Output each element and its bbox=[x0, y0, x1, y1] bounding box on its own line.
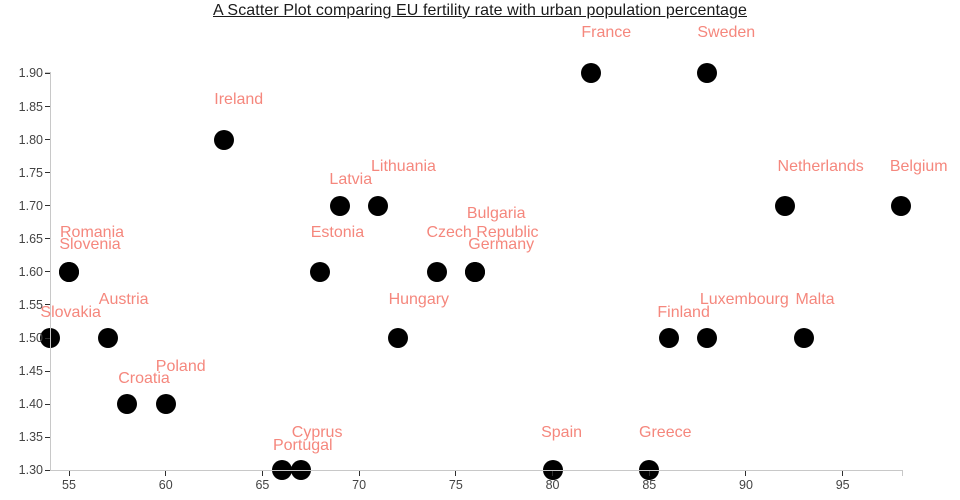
country-label: Luxembourg bbox=[699, 291, 789, 309]
data-point bbox=[697, 63, 718, 84]
data-point bbox=[213, 129, 234, 150]
x-tick-label: 85 bbox=[642, 477, 657, 492]
country-label: Spain bbox=[541, 424, 583, 442]
country-label: Ireland bbox=[214, 90, 264, 108]
x-tick-label: 60 bbox=[158, 477, 173, 492]
y-axis-end-cap bbox=[45, 71, 50, 73]
country-label: Slovenia bbox=[59, 235, 121, 253]
x-tick-label: 80 bbox=[545, 477, 560, 492]
data-point bbox=[890, 195, 911, 216]
y-tick bbox=[45, 337, 50, 339]
country-label: Latvia bbox=[329, 170, 373, 188]
country-label: Croatia bbox=[118, 370, 170, 388]
y-tick-label: 1.40 bbox=[18, 397, 43, 412]
data-point bbox=[794, 328, 814, 349]
y-tick bbox=[45, 139, 50, 141]
country-label: Cyprus bbox=[291, 424, 343, 442]
x-tick bbox=[552, 470, 554, 476]
y-tick-label: 1.65 bbox=[18, 231, 43, 246]
country-label: France bbox=[581, 24, 632, 42]
data-point bbox=[329, 195, 350, 216]
data-point bbox=[59, 261, 79, 282]
y-tick-label: 1.30 bbox=[18, 463, 43, 478]
chart-title: A Scatter Plot comparing EU fertility ra… bbox=[212, 2, 747, 19]
y-tick bbox=[45, 238, 50, 240]
data-point bbox=[368, 195, 389, 216]
y-axis-line bbox=[49, 71, 51, 471]
data-point bbox=[581, 63, 602, 84]
country-label: Netherlands bbox=[777, 157, 864, 175]
x-tick-label: 75 bbox=[448, 477, 463, 492]
y-tick bbox=[45, 271, 50, 273]
country-label: Greece bbox=[639, 424, 692, 442]
data-point bbox=[697, 328, 718, 349]
data-point bbox=[117, 394, 138, 415]
country-label: Bulgaria bbox=[466, 204, 526, 222]
x-tick bbox=[455, 470, 457, 476]
y-tick-label: 1.85 bbox=[18, 99, 43, 114]
country-label: Slovakia bbox=[40, 304, 101, 322]
country-label: Belgium bbox=[889, 157, 948, 175]
x-tick bbox=[842, 470, 844, 476]
x-tick-label: 90 bbox=[739, 477, 753, 492]
y-tick bbox=[45, 106, 50, 108]
x-axis-end-cap bbox=[902, 470, 903, 476]
country-label: Lithuania bbox=[370, 157, 436, 175]
y-tick-label: 1.80 bbox=[18, 132, 43, 147]
y-tick bbox=[45, 304, 50, 306]
country-label: Sweden bbox=[697, 24, 756, 42]
y-tick bbox=[45, 436, 50, 438]
y-tick bbox=[45, 469, 50, 471]
country-label: Portugal bbox=[272, 437, 333, 455]
data-point bbox=[97, 328, 118, 349]
country-label: Estonia bbox=[310, 223, 365, 241]
country-label: Finland bbox=[657, 304, 710, 322]
x-tick bbox=[165, 470, 167, 476]
y-tick bbox=[45, 403, 50, 405]
data-point bbox=[465, 261, 486, 282]
y-tick-label: 1.50 bbox=[18, 331, 43, 346]
data-point bbox=[387, 328, 408, 349]
x-tick-label: 65 bbox=[255, 477, 270, 492]
data-point bbox=[774, 195, 795, 216]
y-tick-label: 1.60 bbox=[18, 264, 43, 279]
y-tick bbox=[45, 172, 50, 174]
country-label: Czech Republic bbox=[426, 223, 539, 241]
x-tick bbox=[745, 470, 747, 476]
x-tick bbox=[648, 470, 650, 476]
country-label: Germany bbox=[468, 235, 535, 253]
x-tick bbox=[358, 470, 360, 476]
y-tick-label: 1.90 bbox=[18, 66, 43, 81]
country-label: Malta bbox=[795, 291, 835, 309]
y-tick bbox=[45, 205, 50, 207]
x-tick-label: 70 bbox=[352, 477, 367, 492]
y-tick bbox=[45, 370, 50, 372]
country-label: Austria bbox=[98, 291, 149, 309]
y-tick-label: 1.70 bbox=[18, 198, 43, 213]
y-tick-label: 1.45 bbox=[18, 364, 43, 379]
x-tick bbox=[68, 470, 70, 476]
data-point bbox=[310, 261, 331, 282]
x-tick-label: 55 bbox=[62, 477, 76, 492]
y-tick-label: 1.75 bbox=[18, 165, 43, 180]
country-label: Hungary bbox=[388, 291, 450, 309]
y-tick-label: 1.35 bbox=[18, 430, 43, 445]
x-tick bbox=[261, 470, 263, 476]
x-tick-label: 95 bbox=[835, 477, 850, 492]
y-tick bbox=[45, 72, 50, 74]
country-label: Poland bbox=[155, 358, 206, 376]
x-axis-line bbox=[49, 470, 903, 471]
data-point bbox=[658, 328, 679, 349]
y-tick-label: 1.55 bbox=[18, 297, 43, 312]
data-point bbox=[155, 394, 176, 415]
data-point bbox=[426, 261, 447, 282]
country-label: Romania bbox=[59, 223, 125, 241]
